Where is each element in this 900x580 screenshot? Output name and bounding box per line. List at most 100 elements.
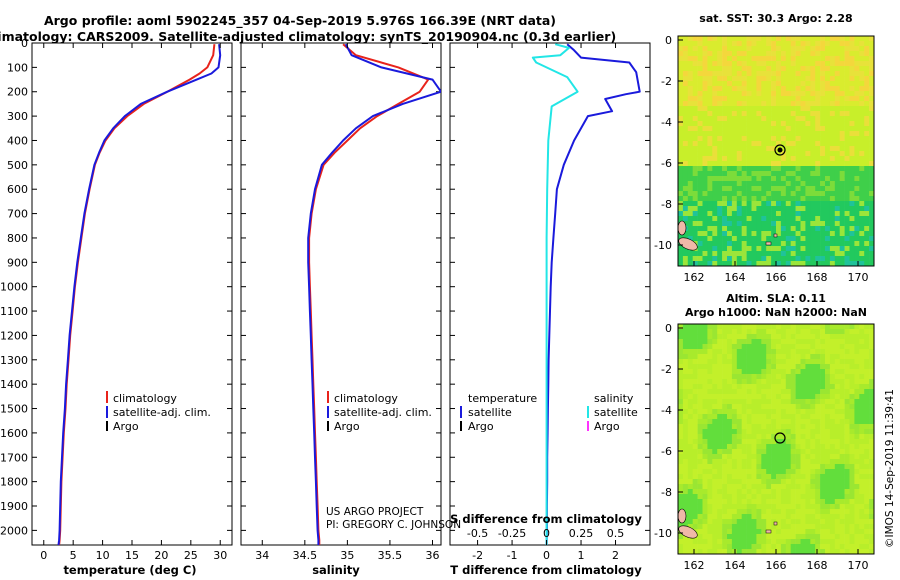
map-cell — [746, 504, 752, 510]
map-cell — [761, 339, 767, 345]
map-cell — [712, 424, 718, 430]
map-cell — [736, 201, 742, 207]
island-shape — [773, 521, 778, 526]
map-cell — [756, 494, 762, 500]
map-cell — [864, 51, 870, 57]
map-cell — [825, 454, 831, 460]
map-cell — [834, 186, 840, 192]
map-cell — [717, 424, 723, 430]
map-cell — [795, 499, 801, 505]
map-cell — [780, 231, 787, 237]
map-cell — [795, 464, 801, 470]
map-cell — [692, 459, 698, 465]
map-cell — [785, 241, 791, 247]
map-cell — [854, 534, 860, 540]
map-cell — [756, 524, 762, 530]
map-cell — [800, 146, 806, 152]
map-cell — [727, 221, 733, 227]
map-cell — [839, 394, 845, 400]
map-cell — [751, 161, 757, 167]
map-cell — [746, 354, 752, 360]
map-cell — [678, 76, 684, 82]
map-cell — [717, 404, 723, 410]
map-cell — [756, 479, 762, 485]
map-cell — [736, 329, 742, 335]
map-cell — [722, 76, 728, 82]
map-cell — [707, 444, 713, 450]
map-cell — [776, 534, 782, 540]
map-cell — [702, 196, 708, 202]
map-cell — [692, 364, 698, 370]
map-cell — [727, 241, 733, 247]
map-cell — [761, 324, 767, 330]
map-cell — [687, 86, 693, 92]
map-cell — [712, 434, 718, 440]
map-cell — [702, 364, 708, 370]
map-cell — [731, 36, 738, 42]
map-cell — [844, 419, 850, 425]
map-cell — [682, 419, 689, 425]
map-cell — [776, 519, 782, 525]
map-cell — [810, 116, 816, 122]
map-cell — [800, 529, 806, 535]
map-cell — [869, 191, 875, 197]
map-cell — [815, 141, 821, 147]
map-cell — [825, 211, 831, 217]
map-cell — [854, 379, 860, 385]
map-cell — [687, 489, 693, 495]
map-cell — [722, 221, 728, 227]
map-cell — [825, 544, 831, 550]
map-cell — [854, 101, 860, 107]
map-cell — [825, 216, 831, 222]
map-cell — [682, 231, 689, 237]
map-cell — [692, 394, 698, 400]
map-lon-label: 170 — [848, 559, 869, 572]
map-cell — [712, 51, 718, 57]
map-cell — [780, 161, 787, 167]
map-cell — [844, 116, 850, 122]
map-cell — [746, 106, 752, 112]
map-cell — [712, 226, 718, 232]
map-cell — [687, 349, 693, 355]
map-cell — [687, 354, 693, 360]
map-cell — [678, 324, 684, 330]
map-cell — [717, 449, 723, 455]
map-cell — [864, 151, 870, 157]
map-cell — [869, 334, 875, 340]
map-cell — [829, 404, 836, 410]
map-cell — [815, 504, 821, 510]
map-cell — [859, 156, 865, 162]
map-cell — [741, 329, 747, 335]
map-cell — [751, 116, 757, 122]
map-cell — [844, 171, 850, 177]
map-cell — [844, 111, 850, 117]
map-cell — [839, 96, 845, 102]
map-cell — [854, 499, 860, 505]
map-cell — [736, 71, 742, 77]
map-cell — [722, 364, 728, 370]
map-cell — [717, 51, 723, 57]
map-cell — [717, 379, 723, 385]
map-cell — [839, 126, 845, 132]
map-cell — [702, 131, 708, 137]
map-cell — [712, 121, 718, 127]
map-cell — [849, 484, 855, 490]
map-cell — [751, 374, 757, 380]
map-cell — [844, 404, 850, 410]
map-cell — [707, 216, 713, 222]
map-cell — [756, 414, 762, 420]
map-cell — [776, 514, 782, 520]
map-cell — [869, 101, 875, 107]
map-cell — [717, 544, 723, 550]
map-cell — [741, 369, 747, 375]
map-cell — [805, 246, 811, 252]
map-cell — [678, 101, 684, 107]
map-cell — [815, 339, 821, 345]
map-cell — [864, 191, 870, 197]
sla-map-subtitle: Argo h1000: NaN h2000: NaN — [685, 306, 867, 319]
map-cell — [722, 444, 728, 450]
map-cell — [780, 534, 787, 540]
map-cell — [756, 251, 762, 257]
map-cell — [776, 211, 782, 217]
map-cell — [736, 349, 742, 355]
